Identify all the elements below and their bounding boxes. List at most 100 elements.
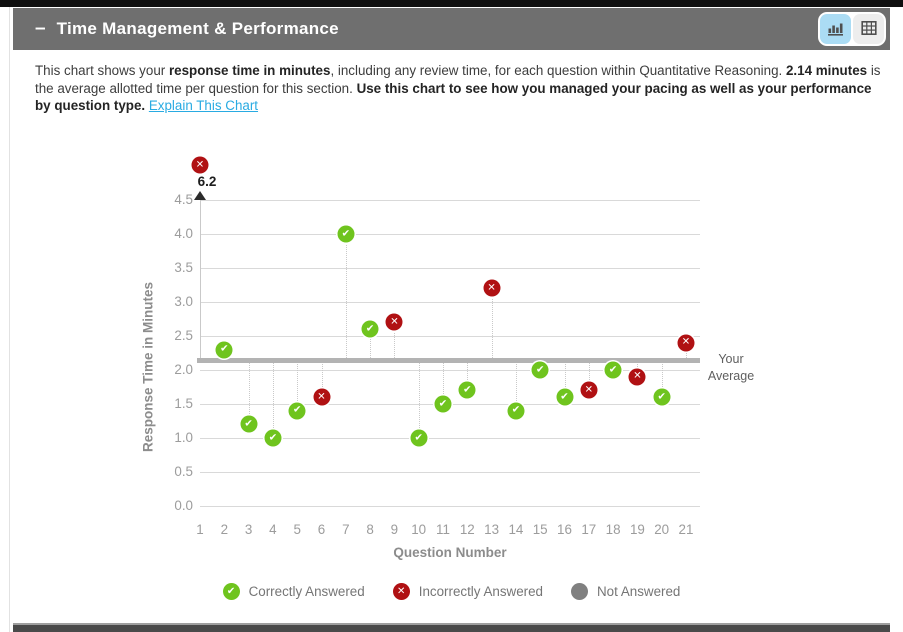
y-tick-label: 4.0 [174,226,193,241]
stem-line [443,360,444,404]
stem-line [564,360,566,398]
legend-label: Not Answered [597,584,681,599]
gridline [200,370,700,371]
data-point-q7: ✔ [337,225,355,243]
chart-legend: ✔ Correctly Answered ✕ Incorrectly Answered… [13,583,890,600]
x-tick-label: 19 [629,522,645,537]
y-tick-label: 1.5 [174,396,193,411]
gridline [200,200,700,201]
x-tick-label: 12 [459,522,475,537]
legend-item-incorrect: ✕ Incorrectly Answered [392,583,544,600]
x-tick-label: 16 [557,522,572,537]
stem-line [418,360,420,438]
data-point-q16: ✔ [556,388,573,406]
dot-icon [571,583,589,600]
description-segment: is the average allotted time per questio… [35,63,881,96]
x-tick-label: 14 [508,522,524,537]
gridline [200,438,700,439]
chart-description: This chart shows your response time in m… [35,62,886,115]
stem-line [321,360,323,398]
legend-label: Correctly Answered [248,584,365,599]
legend-item-not_answered: Not Answered [571,583,680,600]
data-point-q10: ✔ [410,429,428,447]
legend-label: Incorrectly Answered [418,584,544,599]
stem-line [297,360,299,411]
x-tick-label: 2 [220,522,229,537]
x-tick-label: 10 [411,522,427,537]
y-tick-label: 2.0 [174,362,193,377]
x-tick-label: 18 [605,522,621,537]
x-tick-label: 13 [484,522,500,537]
gridline [200,234,700,235]
collapse-section-icon[interactable]: – [35,17,46,39]
stem-line [686,342,687,361]
chart-view-button[interactable] [820,14,851,44]
data-point-q8: ✔ [361,320,379,338]
data-point-q13: ✕ [483,279,501,297]
description-segment: response time in minutes [168,63,331,78]
stem-line [200,200,201,361]
stem-line [467,360,469,391]
x-tick-label: 7 [342,522,350,537]
stem-line [272,360,274,438]
table-view-button[interactable] [853,14,884,44]
x-tick-label: 9 [390,522,399,537]
data-point-q17: ✕ [580,381,598,399]
y-tick-label: 0.0 [174,498,193,513]
gridline [200,302,700,303]
y-tick-label: 2.5 [174,328,193,343]
gridline [200,268,700,269]
x-tick-label: 6 [317,522,326,537]
y-tick-label: 1.0 [174,430,193,445]
x-tick-label: 3 [244,522,253,537]
x-tick-label: 4 [269,522,277,537]
x-tick-label: 15 [532,522,548,537]
section-header[interactable]: – Time Management & Performance [13,8,890,50]
x-icon: ✕ [392,583,410,600]
x-tick-label: 20 [654,522,670,537]
x-tick-label: 11 [436,522,450,537]
y-tick-label: 3.5 [174,260,193,275]
data-point-q15: ✔ [531,361,549,379]
offscale-arrow-icon [194,191,206,200]
stem-line [370,329,372,361]
data-point-q2: ✔ [215,341,233,359]
x-tick-label: 1 [196,522,204,537]
data-point-q20: ✔ [653,388,671,406]
data-point-q9: ✕ [385,313,403,331]
description-segment: 2.14 minutes [785,63,868,78]
average-line-label: Your Average [707,352,755,383]
data-point-q4: ✔ [264,429,282,447]
stem-line [345,234,347,361]
average-line [197,357,700,363]
stem-line [661,360,663,398]
check-icon: ✔ [222,583,240,600]
y-tick-label: 3.0 [174,294,193,309]
stem-line [394,322,396,361]
gridline [200,472,700,473]
y-tick-label: 4.5 [174,192,193,207]
data-point-q12: ✔ [458,381,476,399]
y-tick-label: 0.5 [174,464,193,479]
stem-line [491,288,493,361]
explain-this-chart-link[interactable]: Explain This Chart [148,98,259,114]
top-strip [0,0,903,7]
x-tick-label: 17 [581,522,597,537]
gridline [200,336,700,337]
data-point-q11: ✔ [434,395,452,413]
stem-line [515,360,517,411]
data-point-q14: ✔ [507,402,525,420]
section-title: Time Management & Performance [56,19,339,38]
data-point-q21: ✕ [677,334,695,352]
data-point-q1: ✕ [191,156,209,174]
table-icon [860,20,877,39]
data-point-q6: ✕ [313,388,330,406]
collapsed-next-section-header[interactable] [13,623,890,632]
bar-chart-icon [827,20,844,39]
stem-line [248,360,250,425]
legend-item-correct: ✔ Correctly Answered [222,583,365,600]
view-toggle [818,12,886,46]
data-point-q5: ✔ [288,402,306,420]
